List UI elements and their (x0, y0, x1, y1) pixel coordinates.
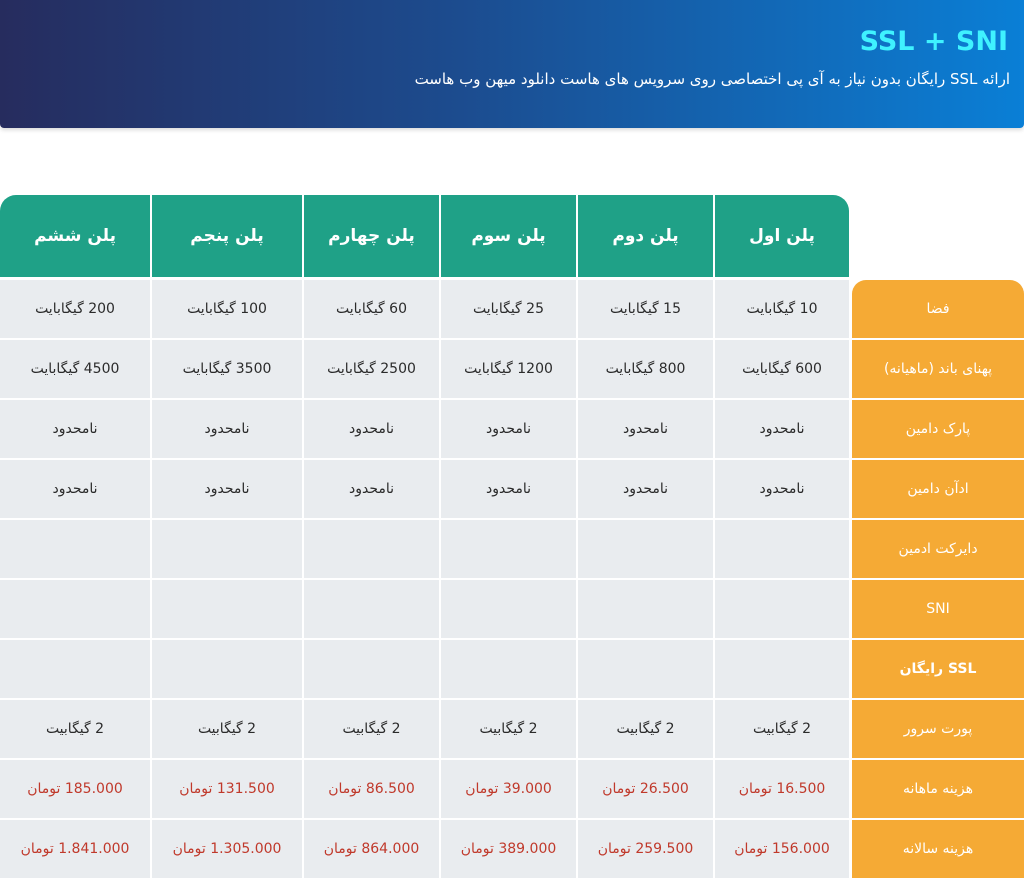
table-cell: 131.500 تومان (152, 760, 302, 818)
table-cell: نامحدود (441, 460, 576, 518)
table-cell (0, 640, 150, 698)
feature-label: پارک دامین (852, 400, 1024, 458)
table-cell (304, 520, 439, 578)
table-cell (715, 520, 849, 578)
table-cell: 100 گیگابایت (152, 280, 302, 338)
table-cell (715, 640, 849, 698)
table-cell (152, 640, 302, 698)
table-cell: نامحدود (304, 400, 439, 458)
table-cell (578, 520, 713, 578)
feature-label: فضا (852, 280, 1024, 338)
table-cell (0, 580, 150, 638)
table-cell: 3500 گیگابایت (152, 340, 302, 398)
plan-header-1: پلن اول (715, 195, 849, 277)
table-cell: 1200 گیگابایت (441, 340, 576, 398)
table-cell: نامحدود (0, 400, 150, 458)
table-cell (152, 580, 302, 638)
table-cell: نامحدود (715, 400, 849, 458)
table-cell (304, 640, 439, 698)
table-cell: نامحدود (0, 460, 150, 518)
table-cell: 200 گیگابایت (0, 280, 150, 338)
table-cell: 60 گیگابایت (304, 280, 439, 338)
plan-header-4: پلن چهارم (304, 195, 439, 277)
feature-label: پهنای باند (ماهیانه) (852, 340, 1024, 398)
table-cell: 2 گیگابیت (715, 700, 849, 758)
page-subtitle: ارائه SSL رایگان بدون نیاز به آی پی اختص… (414, 70, 1010, 88)
table-cell: 185.000 تومان (0, 760, 150, 818)
table-cell: نامحدود (578, 400, 713, 458)
table-cell: 10 گیگابایت (715, 280, 849, 338)
table-cell: 156.000 تومان (715, 820, 849, 878)
plan-header-3: پلن سوم (441, 195, 576, 277)
table-cell: 389.000 تومان (441, 820, 576, 878)
table-cell: 39.000 تومان (441, 760, 576, 818)
plan-header-5: پلن پنجم (152, 195, 302, 277)
feature-label: هزینه سالانه (852, 820, 1024, 878)
table-cell: 25 گیگابایت (441, 280, 576, 338)
feature-label: پورت سرور (852, 700, 1024, 758)
table-cell: نامحدود (715, 460, 849, 518)
table-cell: 2 گیگابیت (441, 700, 576, 758)
table-cell: 2500 گیگابایت (304, 340, 439, 398)
table-cell: 1.841.000 تومان (0, 820, 150, 878)
table-cell: 600 گیگابایت (715, 340, 849, 398)
plan-header-2: پلن دوم (578, 195, 713, 277)
plan-header-6: پلن ششم (0, 195, 150, 277)
table-cell: نامحدود (441, 400, 576, 458)
table-cell (0, 520, 150, 578)
table-cell: نامحدود (304, 460, 439, 518)
feature-label: SNI (852, 580, 1024, 638)
table-cell: 2 گیگابیت (578, 700, 713, 758)
page-banner: SSL + SNI ارائه SSL رایگان بدون نیاز به … (0, 0, 1024, 128)
table-cell: 16.500 تومان (715, 760, 849, 818)
table-cell: 26.500 تومان (578, 760, 713, 818)
feature-label: دایرکت ادمین (852, 520, 1024, 578)
table-cell (304, 580, 439, 638)
page-title: SSL + SNI (859, 26, 1008, 57)
table-cell: 2 گیگابیت (0, 700, 150, 758)
table-cell: نامحدود (578, 460, 713, 518)
table-cell: 15 گیگابایت (578, 280, 713, 338)
table-cell (441, 640, 576, 698)
table-cell: 2 گیگابیت (152, 700, 302, 758)
table-cell: 4500 گیگابایت (0, 340, 150, 398)
table-cell: 800 گیگابایت (578, 340, 713, 398)
table-cell (441, 580, 576, 638)
feature-label: SSL رایگان (852, 640, 1024, 698)
table-cell: 2 گیگابیت (304, 700, 439, 758)
table-cell: 259.500 تومان (578, 820, 713, 878)
table-cell: 86.500 تومان (304, 760, 439, 818)
table-cell (578, 640, 713, 698)
table-cell (152, 520, 302, 578)
table-cell: نامحدود (152, 400, 302, 458)
table-cell (715, 580, 849, 638)
table-cell: 864.000 تومان (304, 820, 439, 878)
feature-label: ادآن دامین (852, 460, 1024, 518)
table-cell: 1.305.000 تومان (152, 820, 302, 878)
table-cell (441, 520, 576, 578)
feature-label: هزینه ماهانه (852, 760, 1024, 818)
table-cell (578, 580, 713, 638)
table-cell: نامحدود (152, 460, 302, 518)
